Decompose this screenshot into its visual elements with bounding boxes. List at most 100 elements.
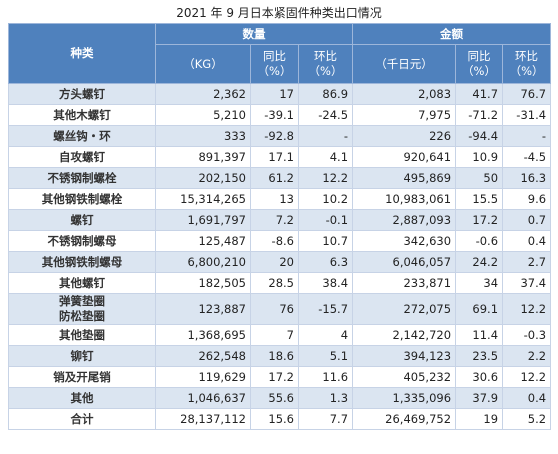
row-name-line: 销及开尾销 xyxy=(53,369,111,384)
cell: 7.2 xyxy=(250,209,299,231)
row-name-line: 其他钢铁制螺母 xyxy=(41,254,123,269)
cell: -24.5 xyxy=(297,104,354,126)
cell: 50 xyxy=(455,167,504,189)
row-name: 其他垫圈 xyxy=(8,324,156,346)
cell: 7 xyxy=(250,324,299,346)
cell: 0.7 xyxy=(502,209,552,231)
row-name: 销及开尾销 xyxy=(8,366,156,388)
table-row: 其他 1,046,637 55.6 1.3 1,335,096 37.9 0.4 xyxy=(8,387,552,409)
cell: -92.8 xyxy=(250,125,299,147)
row-name-line: 方头螺钉 xyxy=(59,86,105,101)
header-line: （KG） xyxy=(183,56,223,71)
cell: 2,887,093 xyxy=(352,209,457,231)
cell: 11.6 xyxy=(297,366,354,388)
header-group: 数量 xyxy=(154,23,354,45)
cell: - xyxy=(297,125,354,147)
cell: 10.9 xyxy=(455,146,504,168)
header-unit: 同比 （%） xyxy=(250,44,299,84)
cell: 5.1 xyxy=(297,345,354,367)
cell: 272,075 xyxy=(352,293,457,325)
cell: 7.7 xyxy=(297,408,354,430)
cell: 28,137,112 xyxy=(155,408,251,430)
cell: 226 xyxy=(352,125,457,147)
cell: 86.9 xyxy=(297,83,354,105)
cell: 9.6 xyxy=(502,188,552,210)
cell: 26,469,752 xyxy=(352,408,457,430)
cell: -8.6 xyxy=(250,230,299,252)
cell: 15.5 xyxy=(455,188,504,210)
cell: 233,871 xyxy=(352,272,457,294)
cell: 1,368,695 xyxy=(155,324,251,346)
cell: 11.4 xyxy=(455,324,504,346)
cell: 17.2 xyxy=(250,366,299,388)
cell: 394,123 xyxy=(352,345,457,367)
header-line: 同比 xyxy=(263,49,286,63)
header-row: 种类 数量 金额 xyxy=(8,23,552,84)
cell: -39.1 xyxy=(250,104,299,126)
row-name-line: 铆钉 xyxy=(70,348,94,363)
cell: -15.7 xyxy=(297,293,354,325)
cell: 495,869 xyxy=(352,167,457,189)
header-line: 同比 xyxy=(467,49,491,63)
table-row: 铆钉 262,548 18.6 5.1 394,123 23.5 2.2 xyxy=(8,345,552,367)
cell: 38.4 xyxy=(297,272,354,294)
cell: 61.2 xyxy=(250,167,299,189)
cell: 1,335,096 xyxy=(352,387,457,409)
cell: 1,046,637 xyxy=(155,387,251,409)
header-unit: 环比 （%） xyxy=(297,44,354,84)
cell: 342,630 xyxy=(352,230,457,252)
cell: 20 xyxy=(250,251,299,273)
cell: 6.3 xyxy=(297,251,354,273)
cell: 2,142,720 xyxy=(352,324,457,346)
row-name-line: 防松垫圈 xyxy=(59,309,105,323)
header-cell: 种类 xyxy=(8,23,156,84)
header-line: （%） xyxy=(308,64,343,78)
table-row: 弹簧垫圈 防松垫圈 123,887 76 -15.7 272,075 69.1 12.2 xyxy=(8,293,552,325)
row-name: 铆钉 xyxy=(8,345,156,367)
table: 种类 数量 金额 （KG） 同比 （%） 环比 （%） （千日元） 同比 （%） 环比 （%） 方头螺… xyxy=(8,23,552,430)
cell: 12.2 xyxy=(502,366,552,388)
row-name-line: 其他钢铁制螺栓 xyxy=(41,191,123,206)
header-row: （KG） 同比 （%） 环比 （%） （千日元） 同比 （%） 环比 （%） xyxy=(9,44,552,84)
cell: 4 xyxy=(297,324,354,346)
cell: 6,800,210 xyxy=(155,251,251,273)
header-unit: 环比 （%） xyxy=(502,44,552,84)
row-name-line: 其他 xyxy=(70,390,94,405)
cell: 17.2 xyxy=(455,209,504,231)
row-name-line: 不锈钢制螺栓 xyxy=(47,170,117,185)
cell: -4.5 xyxy=(502,146,552,168)
header-line: （%） xyxy=(509,64,544,78)
row-name-line: 螺钉 xyxy=(70,212,94,227)
row-name-line: 其他木螺钉 xyxy=(53,107,111,122)
cell: 37.4 xyxy=(502,272,552,294)
cell: 1,691,797 xyxy=(155,209,251,231)
cell: -31.4 xyxy=(502,104,552,126)
cell: 1.3 xyxy=(297,387,354,409)
row-name: 其他螺钉 xyxy=(8,272,156,294)
table-title: 2021 年 9 月日本紧固件种类出口情况 xyxy=(176,6,382,20)
row-name: 弹簧垫圈 防松垫圈 xyxy=(8,293,156,325)
cell: 17.1 xyxy=(250,146,299,168)
row-name: 合计 xyxy=(8,408,156,430)
cell: 119,629 xyxy=(155,366,251,388)
cell: 2,083 xyxy=(352,83,457,105)
cell: 15,314,265 xyxy=(155,188,251,210)
cell: 12.2 xyxy=(502,293,552,325)
header-line: （%） xyxy=(257,64,292,78)
cell: - xyxy=(502,125,552,147)
cell: -71.2 xyxy=(455,104,504,126)
header-line: （千日元） xyxy=(375,56,433,71)
row-name: 螺丝钩・环 xyxy=(8,125,156,147)
cell: -0.3 xyxy=(502,324,552,346)
cell: 2,362 xyxy=(155,83,251,105)
table-row: 不锈钢制螺栓 202,150 61.2 12.2 495,869 50 16.3 xyxy=(8,167,552,189)
table-row: 其他螺钉 182,505 28.5 38.4 233,871 34 37.4 xyxy=(8,272,552,294)
table-row: 其他木螺钉 5,210 -39.1 -24.5 7,975 -71.2 -31.4 xyxy=(8,104,552,126)
cell: 5.2 xyxy=(502,408,552,430)
table-row: 合计 28,137,112 15.6 7.7 26,469,752 19 5.2 xyxy=(8,408,552,430)
header-line: 环比 xyxy=(515,49,539,63)
table-row: 方头螺钉 2,362 17 86.9 2,083 41.7 76.7 xyxy=(8,83,552,105)
table-row: 其他钢铁制螺母 6,800,210 20 6.3 6,046,057 24.2 2.7 xyxy=(8,251,552,273)
cell: -0.1 xyxy=(297,209,354,231)
row-name-line: 其他垫圈 xyxy=(59,327,105,342)
